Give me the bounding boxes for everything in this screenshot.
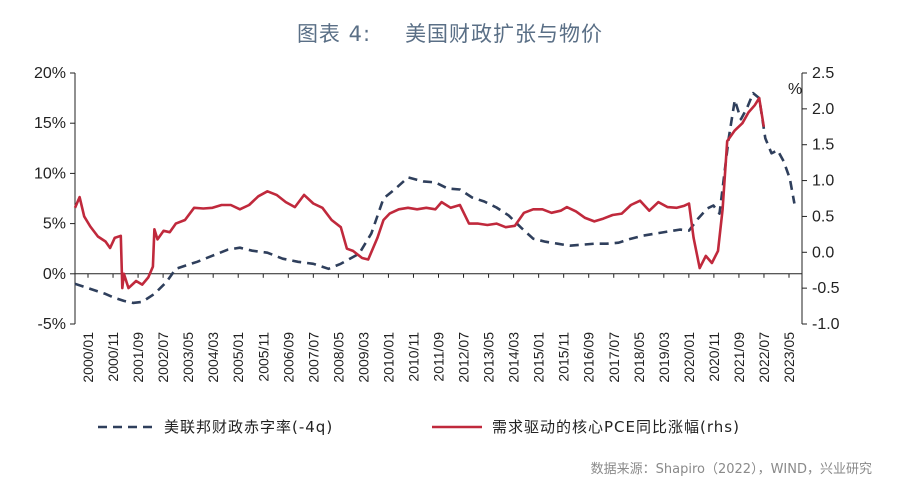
x-axis-tick-label: 2015/11	[556, 332, 572, 382]
x-axis-tick-label: 2015/01	[531, 332, 547, 383]
chart-title-text: 美国财政扩张与物价	[405, 22, 604, 46]
chart-series	[73, 91, 796, 305]
x-axis-tick-label: 2014/03	[506, 332, 522, 383]
x-axis-tick-label: 2006/09	[280, 332, 296, 383]
x-axis-tick-label: 2009/03	[355, 332, 371, 383]
chart-title: 图表 4: 美国财政扩张与物价	[0, 18, 900, 48]
x-axis-tick-label: 2005/01	[230, 332, 246, 383]
left-axis-tick-label: 20%	[34, 65, 66, 82]
x-axis-tick-label: 2018/05	[631, 332, 647, 383]
x-axis-tick-label: 2013/05	[481, 332, 497, 383]
right-axis-unit: %	[788, 81, 802, 98]
x-axis-tick-label: 2017/07	[606, 332, 622, 383]
legend-deficit-label: 美联邦财政赤字率(-4q)	[164, 418, 333, 436]
x-axis-tick-label: 2012/07	[456, 332, 472, 383]
pce-series-line	[73, 96, 766, 290]
left-axis-tick-label: 5%	[43, 216, 66, 233]
x-axis-tick-label: 2021/09	[731, 332, 747, 383]
right-axis-tick-label: 1.0	[812, 173, 834, 190]
x-axis-tick-label: 2023/05	[781, 332, 797, 383]
x-axis-tick-label: 2005/11	[255, 332, 271, 382]
x-axis-tick-label: 2007/07	[305, 332, 321, 383]
data-source: 数据来源：Shapiro（2022），WIND，兴业研究	[590, 462, 872, 477]
left-axis-tick-label: 15%	[34, 115, 66, 132]
x-axis-tick-label: 2003/05	[180, 332, 196, 383]
right-axis-tick-label: 2.5	[812, 65, 834, 82]
x-axis-tick-label: 2010/01	[380, 332, 396, 383]
x-axis-tick-label: 2004/03	[205, 332, 221, 383]
x-axis-tick-label: 2001/09	[130, 332, 146, 383]
x-axis-tick-label: 2011/09	[431, 332, 447, 382]
right-axis-tick-label: 1.5	[812, 137, 834, 154]
x-axis-tick-label: 2016/09	[581, 332, 597, 383]
right-axis-tick-label: 0.0	[812, 244, 834, 261]
x-axis-tick-label: 2022/07	[756, 332, 772, 383]
right-axis-tick-label: 2.0	[812, 101, 834, 118]
chart-legend: 美联邦财政赤字率(-4q) 需求驱动的核心PCE同比涨幅(rhs)	[98, 418, 740, 436]
x-axis-tick-label: 2000/11	[105, 332, 121, 382]
chart-axes: 20% 15% 10% 5% 0% -5% 2.5 2.0 1.5 1.0 0.5 0.0 -0.5 -1…	[34, 65, 840, 383]
right-axis-tick-label: -0.5	[812, 280, 840, 297]
legend-pce-label: 需求驱动的核心PCE同比涨幅(rhs)	[492, 418, 740, 436]
chart-title-label: 图表 4:	[296, 22, 372, 46]
x-axis-tick-label: 2020/11	[706, 332, 722, 382]
right-axis-tick-label: 0.5	[812, 208, 834, 225]
x-axis-tick-label: 2019/03	[656, 332, 672, 383]
x-axis-tick-label: 2002/07	[155, 332, 171, 383]
deficit-series-line	[74, 91, 796, 305]
x-axis-tick-label: 2010/11	[405, 332, 421, 382]
left-axis-tick-label: -5%	[38, 316, 66, 333]
x-axis-tick-label: 2000/01	[80, 332, 96, 383]
right-axis-tick-label: -1.0	[812, 316, 840, 333]
left-axis-tick-label: 0%	[43, 266, 66, 283]
x-axis-tick-label: 2008/05	[330, 332, 346, 383]
left-axis-tick-label: 10%	[34, 165, 66, 182]
x-axis-tick-label: 2020/01	[681, 332, 697, 383]
